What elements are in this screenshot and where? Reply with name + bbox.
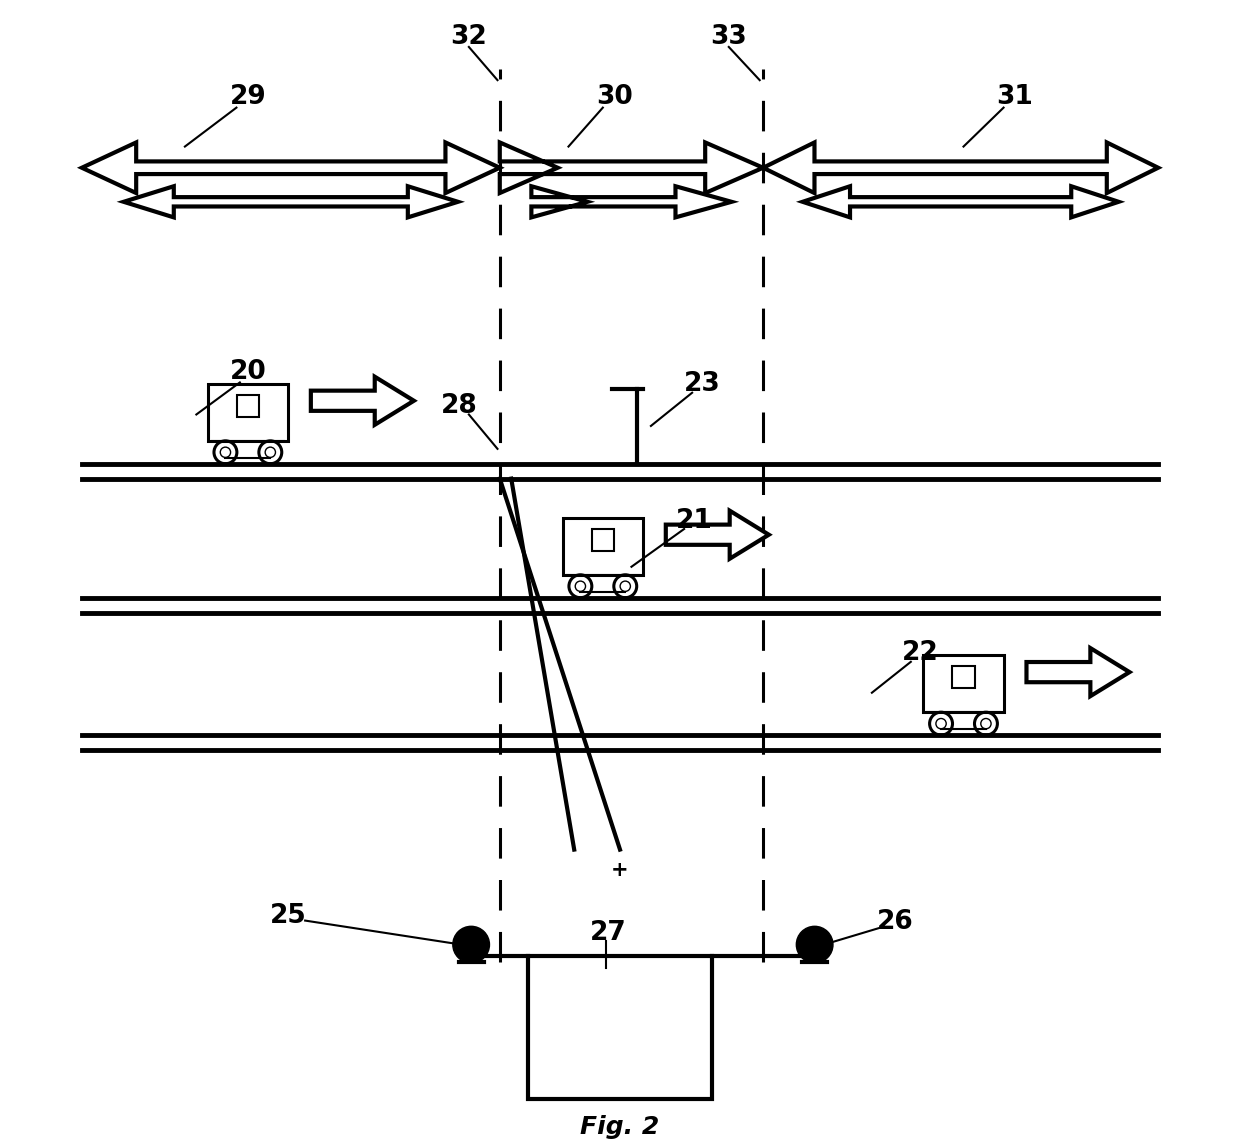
Text: 23: 23 xyxy=(684,371,720,396)
Circle shape xyxy=(796,926,833,963)
Text: 31: 31 xyxy=(997,85,1033,110)
Polygon shape xyxy=(311,377,414,425)
Polygon shape xyxy=(82,142,500,194)
Polygon shape xyxy=(666,511,769,559)
Text: 30: 30 xyxy=(596,85,632,110)
Text: 28: 28 xyxy=(441,394,479,419)
Bar xyxy=(924,655,1003,712)
Bar xyxy=(208,384,288,441)
Text: 25: 25 xyxy=(269,903,306,929)
Polygon shape xyxy=(532,187,732,218)
Text: 22: 22 xyxy=(901,640,939,665)
Bar xyxy=(952,666,975,688)
Text: 21: 21 xyxy=(676,508,713,534)
Text: +: + xyxy=(611,860,629,881)
Text: 27: 27 xyxy=(590,921,627,946)
Text: 26: 26 xyxy=(877,909,913,934)
Polygon shape xyxy=(1027,648,1130,696)
Text: 32: 32 xyxy=(450,24,487,49)
Bar xyxy=(591,529,614,551)
Circle shape xyxy=(453,926,490,963)
Bar xyxy=(237,395,259,417)
Bar xyxy=(563,518,642,575)
Polygon shape xyxy=(124,187,458,218)
Text: Fig. 2: Fig. 2 xyxy=(580,1115,660,1138)
Text: 20: 20 xyxy=(229,360,267,385)
Text: 33: 33 xyxy=(711,24,748,49)
Text: 29: 29 xyxy=(229,85,267,110)
Polygon shape xyxy=(802,187,1118,218)
Polygon shape xyxy=(500,142,763,194)
Bar xyxy=(528,956,712,1099)
Polygon shape xyxy=(763,142,1158,194)
